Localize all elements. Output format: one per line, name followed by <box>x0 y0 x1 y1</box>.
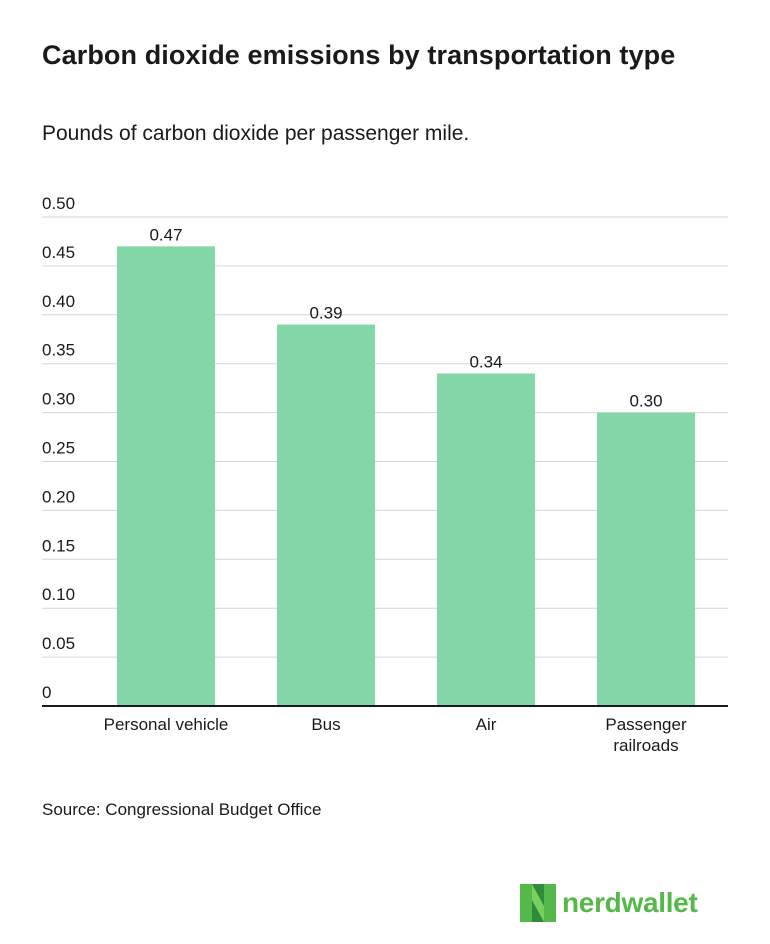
y-tick-label: 0.50 <box>42 194 75 213</box>
nerdwallet-n-icon <box>520 884 556 922</box>
bar-chart: 0 0.05 0.10 0.15 0.20 0.25 0.30 0.35 0.40 0.45 0.5… <box>42 194 728 755</box>
bar <box>277 324 375 706</box>
bar <box>597 412 695 706</box>
x-category-label: railroads <box>613 736 678 755</box>
y-tick-label: 0 <box>42 683 51 702</box>
y-tick-label: 0.20 <box>42 487 75 506</box>
nerdwallet-wordmark: nerdwallet <box>562 887 698 918</box>
chart-title: Carbon dioxide emissions by transportati… <box>42 40 676 70</box>
y-tick-label: 0.30 <box>42 390 75 409</box>
y-tick-label: 0.10 <box>42 585 75 604</box>
y-tick-label: 0.45 <box>42 243 75 262</box>
bar-value-label: 0.47 <box>149 225 182 244</box>
source-note: Source: Congressional Budget Office <box>42 800 322 819</box>
bar-value-label: 0.34 <box>469 352 502 371</box>
chart-subtitle: Pounds of carbon dioxide per passenger m… <box>42 122 470 145</box>
bar <box>437 373 535 706</box>
y-tick-label: 0.25 <box>42 439 75 458</box>
bar-value-label: 0.39 <box>309 304 342 323</box>
bar-value-label: 0.30 <box>629 392 662 411</box>
x-category-label: Personal vehicle <box>104 715 229 734</box>
nerdwallet-logo: nerdwallet <box>520 884 698 922</box>
bar <box>117 246 215 706</box>
y-tick-label: 0.05 <box>42 634 75 653</box>
y-tick-label: 0.40 <box>42 292 75 311</box>
x-category-label: Air <box>476 715 497 734</box>
x-category-label: Passenger <box>605 715 687 734</box>
y-tick-label: 0.35 <box>42 341 75 360</box>
y-tick-label: 0.15 <box>42 536 75 555</box>
x-category-label: Bus <box>311 715 340 734</box>
